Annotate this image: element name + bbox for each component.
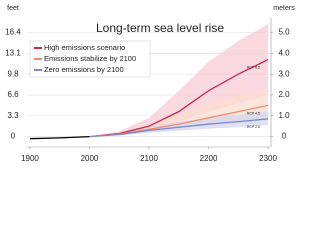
y-tick-label: 13.1 <box>5 48 21 57</box>
y2-tick-label: 2.0 <box>278 90 290 99</box>
y-tick-label: 9.8 <box>7 69 19 78</box>
uncertainty-band <box>89 24 269 137</box>
end-label: RCP 8.5 <box>247 66 260 70</box>
y2-tick-label: 1.0 <box>278 111 290 120</box>
chart-title: Long-term sea level rise <box>96 21 224 35</box>
x-tick-label: 2300 <box>259 154 277 163</box>
y2-tick-label: 0 <box>282 132 287 141</box>
end-label: RCP 4.5 <box>247 111 260 115</box>
y-tick-label: 16.4 <box>5 28 21 37</box>
y-tick-label: 0 <box>11 132 16 141</box>
series-line <box>29 135 90 140</box>
series-line <box>89 118 269 138</box>
legend: High emissions scenario Emissions stabili… <box>29 40 151 78</box>
y2-tick-label: 3.0 <box>278 69 290 78</box>
x-tick-label: 2100 <box>140 154 158 163</box>
y-tick-label: 6.6 <box>7 90 19 99</box>
end-label: RCP 2.6 <box>247 125 260 129</box>
x-tick-label: 1900 <box>21 154 39 163</box>
y2-axis-label: meters <box>273 5 295 12</box>
y-axis-label: feet <box>7 5 19 12</box>
y-tick-label: 3.3 <box>7 111 19 120</box>
legend-label: High emissions scenario <box>44 43 125 52</box>
y2-tick-label: 5.0 <box>278 28 290 37</box>
x-tick-label: 2000 <box>81 154 99 163</box>
legend-label: Zero emissions by 2100 <box>44 65 124 74</box>
x-tick-label: 2200 <box>200 154 218 163</box>
chart: feet meters 0 3.3 6.6 9.8 13.1 16.4 0 1.0 2.0 3.0… <box>5 4 296 164</box>
legend-box <box>29 40 151 78</box>
y2-tick-label: 4.0 <box>278 48 290 57</box>
uncertainty-band <box>89 88 269 137</box>
legend-label: Emissions stabilize by 2100 <box>44 54 136 63</box>
